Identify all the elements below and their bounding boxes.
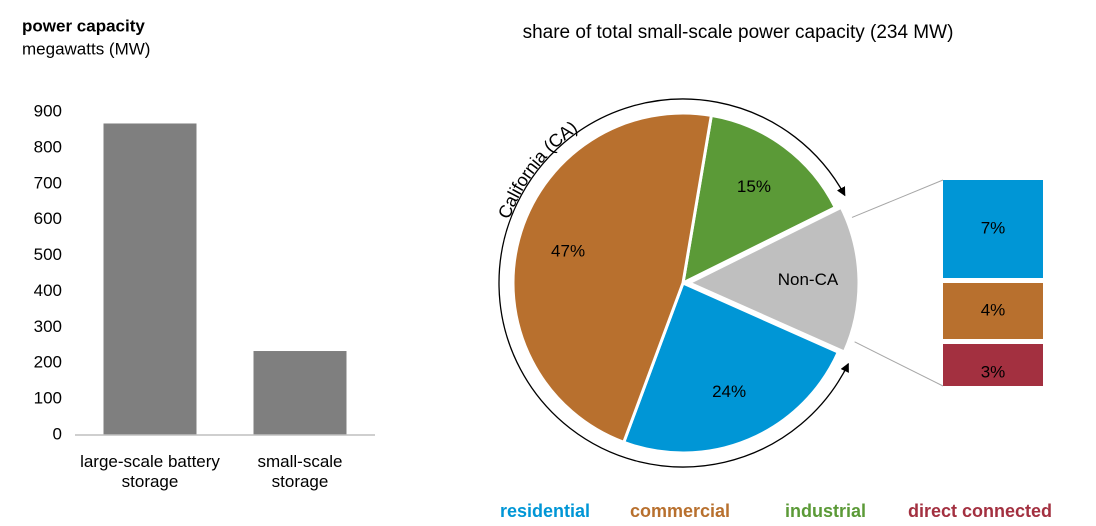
pie-slice — [511, 111, 714, 445]
bar — [103, 123, 197, 436]
y-tick-label: 200 — [34, 353, 62, 372]
pie-slice — [681, 113, 838, 286]
pie-slice — [621, 280, 841, 455]
connector — [854, 341, 944, 387]
slice-label: 24% — [712, 382, 746, 401]
y-tick-label: 900 — [34, 101, 62, 120]
legend-entry: industrial — [785, 501, 866, 521]
legend-entry: residential — [500, 501, 590, 521]
y-tick-label: 100 — [34, 389, 62, 408]
y-tick-label: 500 — [34, 245, 62, 264]
pie-title: share of total small-scale power capacit… — [523, 22, 954, 43]
bar-title: power capacity — [22, 16, 145, 35]
x-tick-label: small-scale storage — [257, 452, 343, 491]
ca-arc — [498, 98, 849, 468]
bar — [253, 351, 347, 435]
legend-entry: direct connected — [908, 501, 1052, 521]
y-tick-label: 300 — [34, 317, 62, 336]
y-tick-label: 0 — [53, 424, 62, 443]
breakdown-label: 7% — [981, 218, 1006, 237]
legend-entry: commercial — [630, 501, 730, 521]
y-tick-label: 800 — [34, 137, 62, 156]
bar-subtitle: megawatts (MW) — [22, 39, 150, 58]
slice-label: Non-CA — [778, 270, 839, 289]
slice-label: 47% — [551, 242, 585, 261]
x-tick-label: large-scale battery storage — [80, 452, 220, 491]
breakdown-bar — [943, 283, 1043, 339]
breakdown-bar — [943, 180, 1043, 278]
breakdown-label: 4% — [981, 300, 1006, 319]
y-tick-label: 600 — [34, 209, 62, 228]
y-tick-label: 400 — [34, 281, 62, 300]
slice-label: 15% — [737, 177, 771, 196]
y-tick-label: 700 — [34, 173, 62, 192]
breakdown-label: 3% — [981, 362, 1006, 381]
breakdown-bar — [943, 344, 1043, 386]
connector — [851, 179, 944, 218]
